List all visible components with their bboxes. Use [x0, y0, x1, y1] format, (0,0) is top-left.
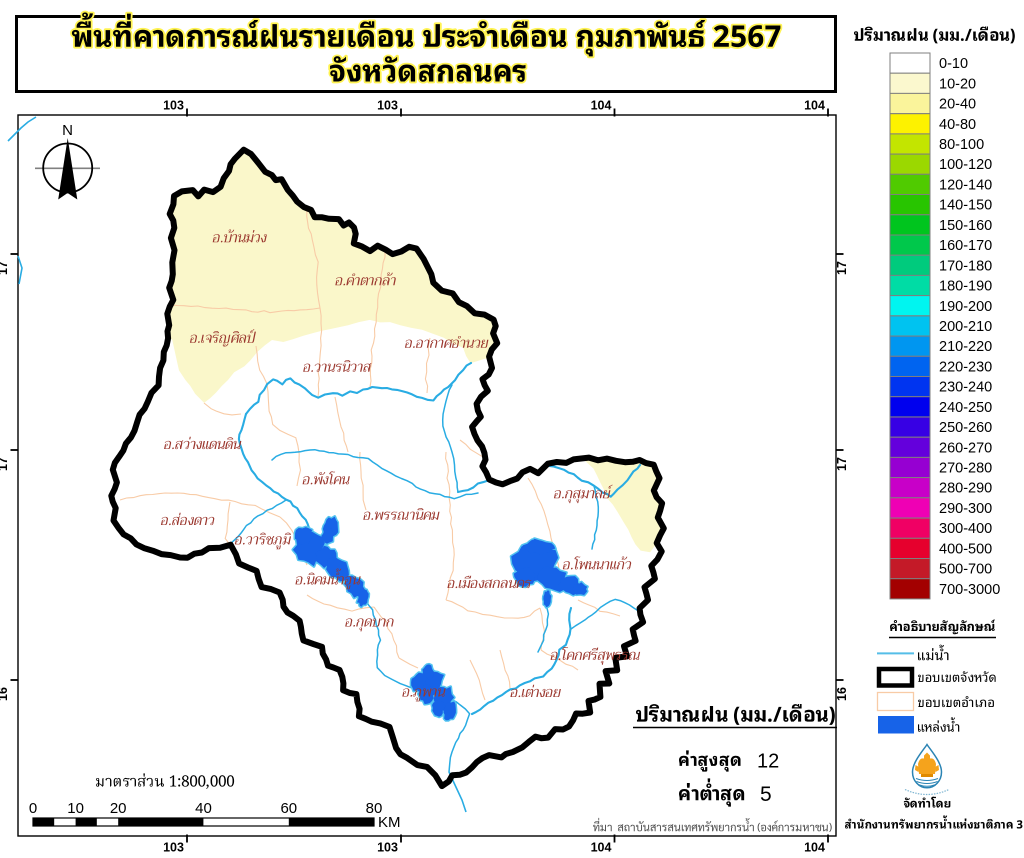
svg-text:10: 10 [67, 800, 84, 817]
svg-text:200-210: 200-210 [939, 319, 992, 335]
svg-text:100-120: 100-120 [939, 157, 992, 173]
svg-text:190-200: 190-200 [939, 299, 992, 315]
svg-text:20-40: 20-40 [939, 97, 976, 113]
svg-text:700-3000: 700-3000 [939, 582, 1000, 598]
svg-text:290-300: 290-300 [939, 501, 992, 517]
svg-text:400-500: 400-500 [939, 541, 992, 557]
svg-text:80-100: 80-100 [939, 137, 984, 153]
svg-text:40-80: 40-80 [939, 117, 976, 133]
svg-text:KM: KM [378, 814, 401, 831]
svg-text:16: 16 [0, 687, 10, 701]
svg-text:250-260: 250-260 [939, 420, 992, 436]
svg-text:16: 16 [835, 687, 849, 701]
svg-text:500-700: 500-700 [939, 562, 992, 578]
svg-text:17: 17 [0, 261, 10, 275]
svg-text:103: 103 [163, 841, 184, 854]
svg-text:280-290: 280-290 [939, 481, 992, 497]
svg-text:180-190: 180-190 [939, 279, 992, 295]
svg-text:5: 5 [760, 783, 772, 806]
svg-text:20: 20 [110, 800, 127, 817]
svg-text:103: 103 [377, 99, 398, 113]
svg-text:12: 12 [757, 751, 779, 773]
svg-text:60: 60 [280, 800, 297, 817]
svg-text:80: 80 [366, 800, 383, 817]
svg-text:17: 17 [835, 261, 849, 275]
svg-text:0-10: 0-10 [939, 56, 968, 72]
svg-text:170-180: 170-180 [939, 258, 992, 274]
svg-text:17: 17 [835, 457, 849, 471]
svg-text:160-170: 160-170 [939, 238, 992, 254]
svg-text:150-160: 150-160 [939, 218, 992, 234]
svg-text:140-150: 140-150 [939, 198, 992, 214]
svg-text:300-400: 300-400 [939, 521, 992, 537]
svg-text:104: 104 [804, 841, 825, 854]
svg-text:103: 103 [163, 99, 184, 113]
svg-text:103: 103 [377, 841, 398, 854]
svg-text:10-20: 10-20 [939, 76, 976, 92]
svg-text:210-220: 210-220 [939, 339, 992, 355]
svg-text:270-280: 270-280 [939, 461, 992, 477]
svg-text:220-230: 220-230 [939, 359, 992, 375]
svg-text:104: 104 [804, 99, 825, 113]
svg-text:240-250: 240-250 [939, 400, 992, 416]
svg-text:N: N [62, 122, 73, 139]
svg-text:104: 104 [591, 841, 612, 854]
svg-text:40: 40 [195, 800, 212, 817]
svg-text:104: 104 [591, 99, 612, 113]
svg-text:230-240: 230-240 [939, 380, 992, 396]
svg-text:260-270: 260-270 [939, 440, 992, 456]
svg-text:17: 17 [0, 457, 10, 471]
svg-text:120-140: 120-140 [939, 177, 992, 193]
svg-text:0: 0 [29, 800, 37, 817]
